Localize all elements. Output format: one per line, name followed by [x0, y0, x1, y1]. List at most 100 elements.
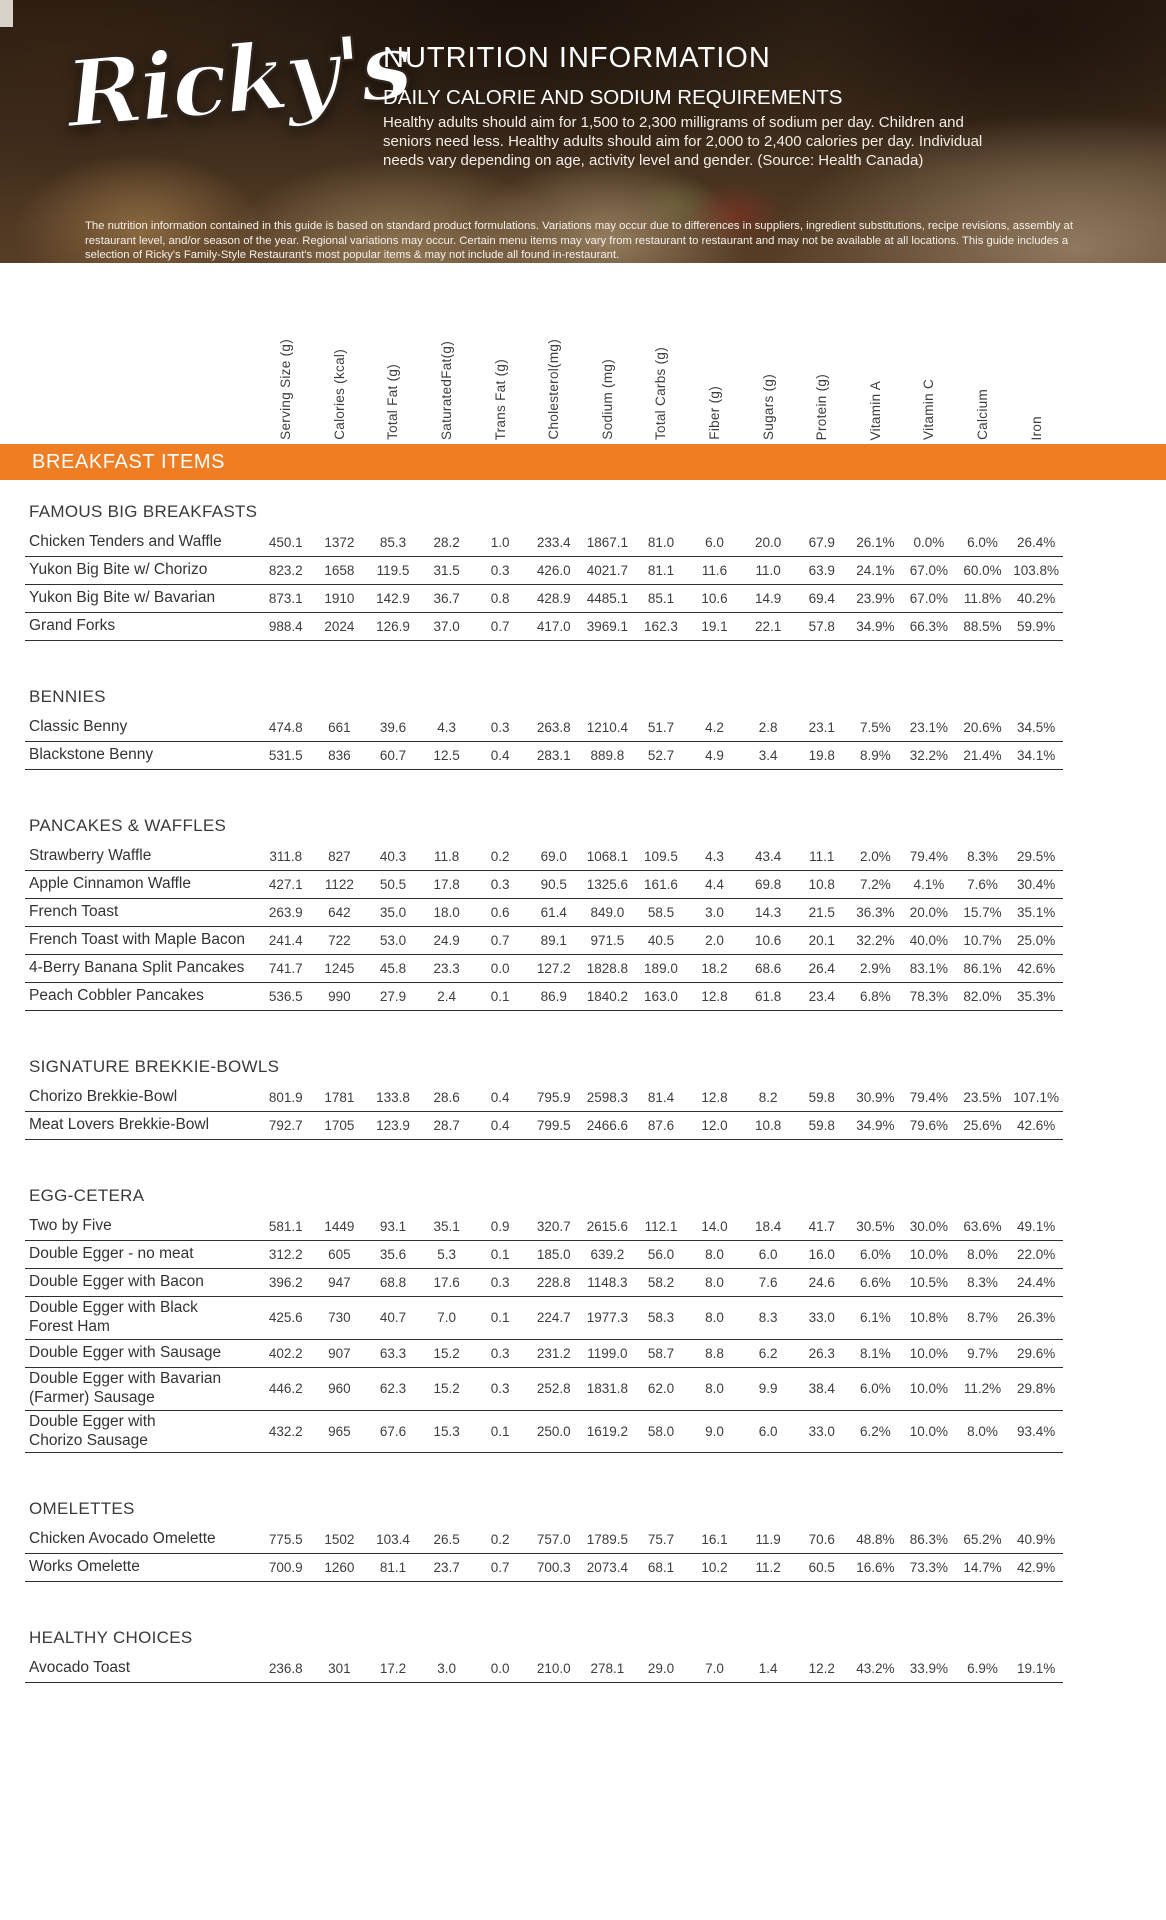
- nutrition-value: 11.1: [809, 849, 835, 864]
- nutrition-value: 0.3: [490, 1381, 510, 1397]
- nutrition-value: 63.6%: [963, 1219, 1002, 1234]
- nutrition-value: 9.9: [758, 1381, 778, 1397]
- nutrition-value: 757.0: [536, 1532, 571, 1548]
- nutrition-value: 26.4: [808, 961, 835, 976]
- nutrition-value: 15.2: [433, 1381, 460, 1397]
- nutrition-value: 474.8: [268, 720, 303, 735]
- nutrition-value: 8.8: [705, 1345, 724, 1361]
- nutrition-value: 123.9: [376, 1118, 410, 1133]
- nutrition-value: 26.1%: [856, 535, 895, 550]
- column-header: Trans Fat (g): [473, 359, 527, 440]
- column-header-label: Total Carbs (g): [653, 346, 669, 440]
- nutrition-value: 10.0%: [909, 1381, 949, 1397]
- nutrition-value: 30.9%: [856, 1090, 895, 1105]
- nutrition-value: 24.4%: [1016, 1275, 1056, 1290]
- nutrition-value: 33.0: [808, 1310, 835, 1326]
- nutrition-value: 86.1%: [963, 961, 1002, 976]
- nutrition-value: 1260: [324, 1560, 355, 1576]
- menu-section: PANCAKES & WAFFLES Strawberry Waffle 311…: [25, 816, 1063, 1011]
- nutrition-value: 12.8: [701, 989, 728, 1004]
- table-row: Yukon Big Bite w/ Bavarian 873.1 1910 142.…: [25, 585, 1063, 613]
- nutrition-value: 9.7%: [967, 1345, 998, 1361]
- nutrition-value: 1210.4: [586, 720, 628, 735]
- nutrition-value: 6.6%: [859, 1275, 891, 1290]
- nutrition-value: 38.4: [808, 1381, 835, 1397]
- nutrition-value: 33.9%: [909, 1661, 949, 1677]
- nutrition-value: 700.3: [536, 1560, 571, 1576]
- nutrition-value: 14.3: [755, 905, 782, 920]
- nutrition-value: 581.1: [268, 1219, 303, 1234]
- nutrition-value: 25.0%: [1016, 933, 1056, 948]
- nutrition-value: 661: [328, 720, 351, 735]
- item-name: Classic Benny: [29, 718, 128, 736]
- nutrition-value: 425.6: [268, 1310, 303, 1326]
- nutrition-value: 1148.3: [587, 1275, 628, 1290]
- nutrition-value: 6.0: [705, 535, 724, 550]
- nutrition-value: 112.1: [644, 1219, 678, 1234]
- nutrition-value: 45.8: [379, 961, 407, 976]
- rickys-logo: Ricky's: [61, 10, 415, 150]
- nutrition-value: 35.1: [433, 1219, 460, 1234]
- section-rows: Classic Benny 474.8 661 39.6 4.3 0.3 263.8 121…: [25, 714, 1063, 770]
- section-title: OMELETTES: [29, 1499, 135, 1519]
- nutrition-value: 320.7: [536, 1219, 571, 1234]
- nutrition-value: 69.0: [540, 849, 567, 864]
- nutrition-value: 10.2: [701, 1560, 728, 1576]
- nutrition-value: 59.9%: [1016, 619, 1056, 634]
- nutrition-value: 23.5%: [963, 1090, 1002, 1105]
- nutrition-value: 0.7: [490, 933, 510, 948]
- section-title: PANCAKES & WAFFLES: [29, 816, 227, 835]
- nutrition-value: 6.8%: [859, 989, 891, 1004]
- column-header: Vitamin C: [902, 379, 956, 440]
- section-title: EGG-CETERA: [29, 1186, 145, 1205]
- table-row: Grand Forks 988.4 2024 126.9 37.0 0.7 417.0 39…: [25, 613, 1063, 641]
- nutrition-value: 1325.6: [586, 877, 628, 892]
- nutrition-value: 86.3%: [909, 1532, 949, 1548]
- nutrition-value: 107.1%: [1013, 1090, 1059, 1105]
- nutrition-value: 236.8: [268, 1661, 303, 1677]
- nutrition-value: 8.3: [758, 1310, 778, 1326]
- nutrition-value: 27.9: [379, 989, 407, 1004]
- nutrition-value: 1831.8: [586, 1381, 628, 1397]
- nutrition-value: 21.5: [808, 905, 835, 920]
- nutrition-value: 1828.8: [586, 961, 628, 976]
- nutrition-value: 4.1%: [913, 877, 945, 892]
- item-name: 4-Berry Banana Split Pancakes: [29, 959, 245, 977]
- nutrition-value: 69.4: [808, 591, 835, 606]
- nutrition-value: 14.9: [755, 591, 782, 606]
- nutrition-value: 35.0: [379, 905, 407, 920]
- nutrition-value: 51.7: [647, 720, 675, 735]
- menu-section: HEALTHY CHOICES Avocado Toast 236.8 301 17…: [25, 1628, 1063, 1684]
- item-name: Chorizo Brekkie-Bowl: [29, 1088, 178, 1106]
- nutrition-value: 0.0: [490, 1661, 510, 1677]
- nutrition-value: 15.3: [433, 1424, 460, 1440]
- nutrition-value: 90.5: [540, 877, 567, 892]
- table-row: Double Egger with Chorizo Sausage 432.2 9…: [25, 1411, 1063, 1454]
- column-header-label: Vitamin A: [867, 380, 883, 440]
- item-name: Double Egger with Bacon: [29, 1273, 204, 1291]
- nutrition-value: 960: [328, 1381, 351, 1397]
- nutrition-value: 2.8: [758, 720, 778, 735]
- nutrition-value: 2615.6: [586, 1219, 628, 1234]
- nutrition-value: 12.5: [433, 748, 460, 763]
- nutrition-value: 8.0%: [967, 1424, 998, 1440]
- nutrition-value: 88.5%: [963, 619, 1002, 634]
- nutrition-value: 402.2: [268, 1345, 303, 1361]
- nutrition-value: 23.1: [808, 720, 835, 735]
- nutrition-value: 301: [328, 1661, 351, 1677]
- nutrition-value: 252.8: [536, 1381, 571, 1397]
- nutrition-value: 16.6%: [856, 1560, 895, 1576]
- nutrition-value: 19.1%: [1016, 1661, 1056, 1677]
- column-header: Iron: [1009, 416, 1063, 440]
- column-header-label: SaturatedFat(g): [439, 340, 455, 440]
- table-row: Avocado Toast 236.8 301 17.2 3.0 0.0 210.0 278…: [25, 1655, 1063, 1684]
- nutrition-value: 81.4: [647, 1090, 675, 1105]
- menu-section: SIGNATURE BREKKIE-BOWLS Chorizo Brekkie-…: [25, 1057, 1063, 1140]
- nutrition-value: 1840.2: [586, 989, 628, 1004]
- nutrition-value: 35.1%: [1016, 905, 1056, 920]
- nutrition-value: 67.6: [379, 1424, 407, 1440]
- nutrition-value: 6.2%: [859, 1424, 891, 1440]
- nutrition-value: 446.2: [268, 1381, 303, 1397]
- nutrition-value: 32.2%: [856, 933, 895, 948]
- nutrition-value: 18.0: [433, 905, 460, 920]
